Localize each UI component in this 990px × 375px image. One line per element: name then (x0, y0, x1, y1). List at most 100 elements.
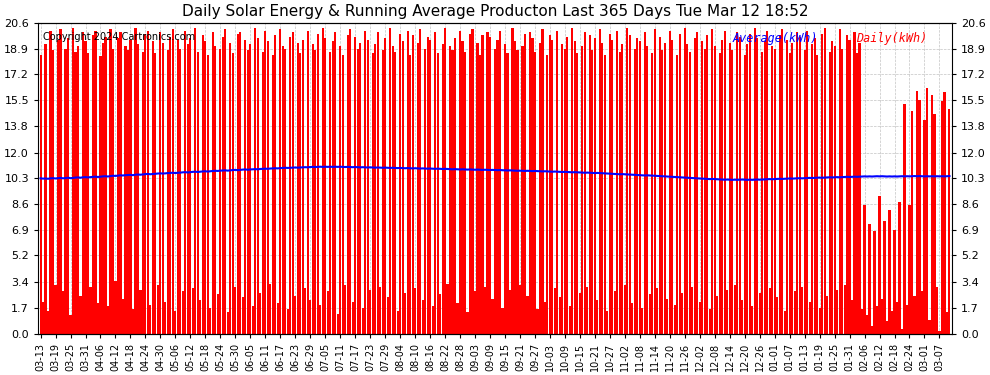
Bar (327, 291, 329, 333)
Bar (187, 44, 189, 333)
Bar (632, 303, 634, 333)
Bar (69, 315, 71, 333)
Bar (522, 46, 524, 333)
Bar (354, 37, 356, 333)
Bar (821, 34, 823, 333)
Bar (446, 284, 448, 333)
Bar (714, 46, 716, 333)
Bar (104, 37, 107, 333)
Bar (653, 29, 655, 333)
Bar (417, 43, 419, 333)
Bar (776, 297, 778, 333)
Bar (853, 32, 855, 333)
Bar (79, 296, 81, 333)
Bar (639, 41, 641, 333)
Text: Average(kWh): Average(kWh) (733, 32, 818, 45)
Bar (161, 43, 164, 333)
Bar (434, 32, 437, 333)
Bar (94, 31, 97, 333)
Bar (219, 49, 222, 333)
Bar (519, 285, 521, 333)
Bar (254, 28, 256, 333)
Bar (614, 291, 616, 333)
Bar (261, 52, 264, 333)
Bar (799, 37, 801, 333)
Bar (831, 41, 834, 333)
Bar (564, 49, 566, 333)
Bar (948, 109, 950, 333)
Bar (59, 29, 61, 333)
Bar (773, 49, 776, 333)
Bar (345, 285, 346, 333)
Bar (481, 35, 483, 333)
Bar (132, 309, 134, 333)
Bar (544, 302, 546, 333)
Bar (464, 52, 466, 333)
Bar (494, 49, 496, 333)
Bar (202, 35, 204, 333)
Bar (429, 40, 431, 333)
Bar (606, 311, 609, 333)
Bar (604, 55, 606, 333)
Bar (501, 308, 504, 333)
Bar (361, 308, 363, 333)
Bar (82, 32, 84, 333)
Bar (282, 46, 284, 333)
Bar (719, 53, 721, 333)
Bar (858, 43, 860, 333)
Bar (151, 41, 154, 333)
Bar (346, 35, 348, 333)
Bar (742, 300, 743, 333)
Bar (739, 37, 741, 333)
Bar (177, 40, 179, 333)
Bar (524, 34, 526, 333)
Bar (217, 294, 219, 333)
Bar (222, 37, 224, 333)
Bar (172, 29, 174, 333)
Bar (349, 29, 351, 333)
Bar (943, 92, 945, 333)
Bar (886, 321, 888, 333)
Bar (207, 55, 209, 333)
Bar (743, 55, 745, 333)
Bar (584, 32, 586, 333)
Bar (309, 300, 311, 333)
Bar (54, 285, 56, 333)
Bar (297, 43, 299, 333)
Bar (926, 88, 928, 333)
Bar (696, 32, 698, 333)
Bar (934, 114, 936, 333)
Bar (476, 43, 478, 333)
Bar (392, 46, 394, 333)
Bar (671, 40, 673, 333)
Text: Copyright 2024 Cartronics.com: Copyright 2024 Cartronics.com (43, 32, 195, 42)
Bar (694, 38, 696, 333)
Bar (596, 300, 598, 333)
Bar (848, 40, 850, 333)
Bar (701, 41, 703, 333)
Bar (67, 38, 69, 333)
Bar (484, 287, 486, 333)
Bar (274, 35, 276, 333)
Bar (307, 31, 309, 333)
Bar (174, 311, 176, 333)
Bar (64, 49, 66, 333)
Bar (861, 309, 863, 333)
Bar (127, 50, 129, 333)
Bar (589, 35, 591, 333)
Bar (661, 50, 663, 333)
Bar (212, 32, 214, 333)
Bar (629, 35, 631, 333)
Bar (796, 32, 798, 333)
Bar (461, 41, 463, 333)
Bar (627, 28, 629, 333)
Bar (766, 31, 768, 333)
Bar (292, 32, 294, 333)
Bar (317, 34, 319, 333)
Bar (699, 302, 701, 333)
Bar (469, 34, 471, 333)
Bar (454, 38, 456, 333)
Bar (783, 311, 786, 333)
Bar (230, 43, 232, 333)
Bar (768, 288, 771, 333)
